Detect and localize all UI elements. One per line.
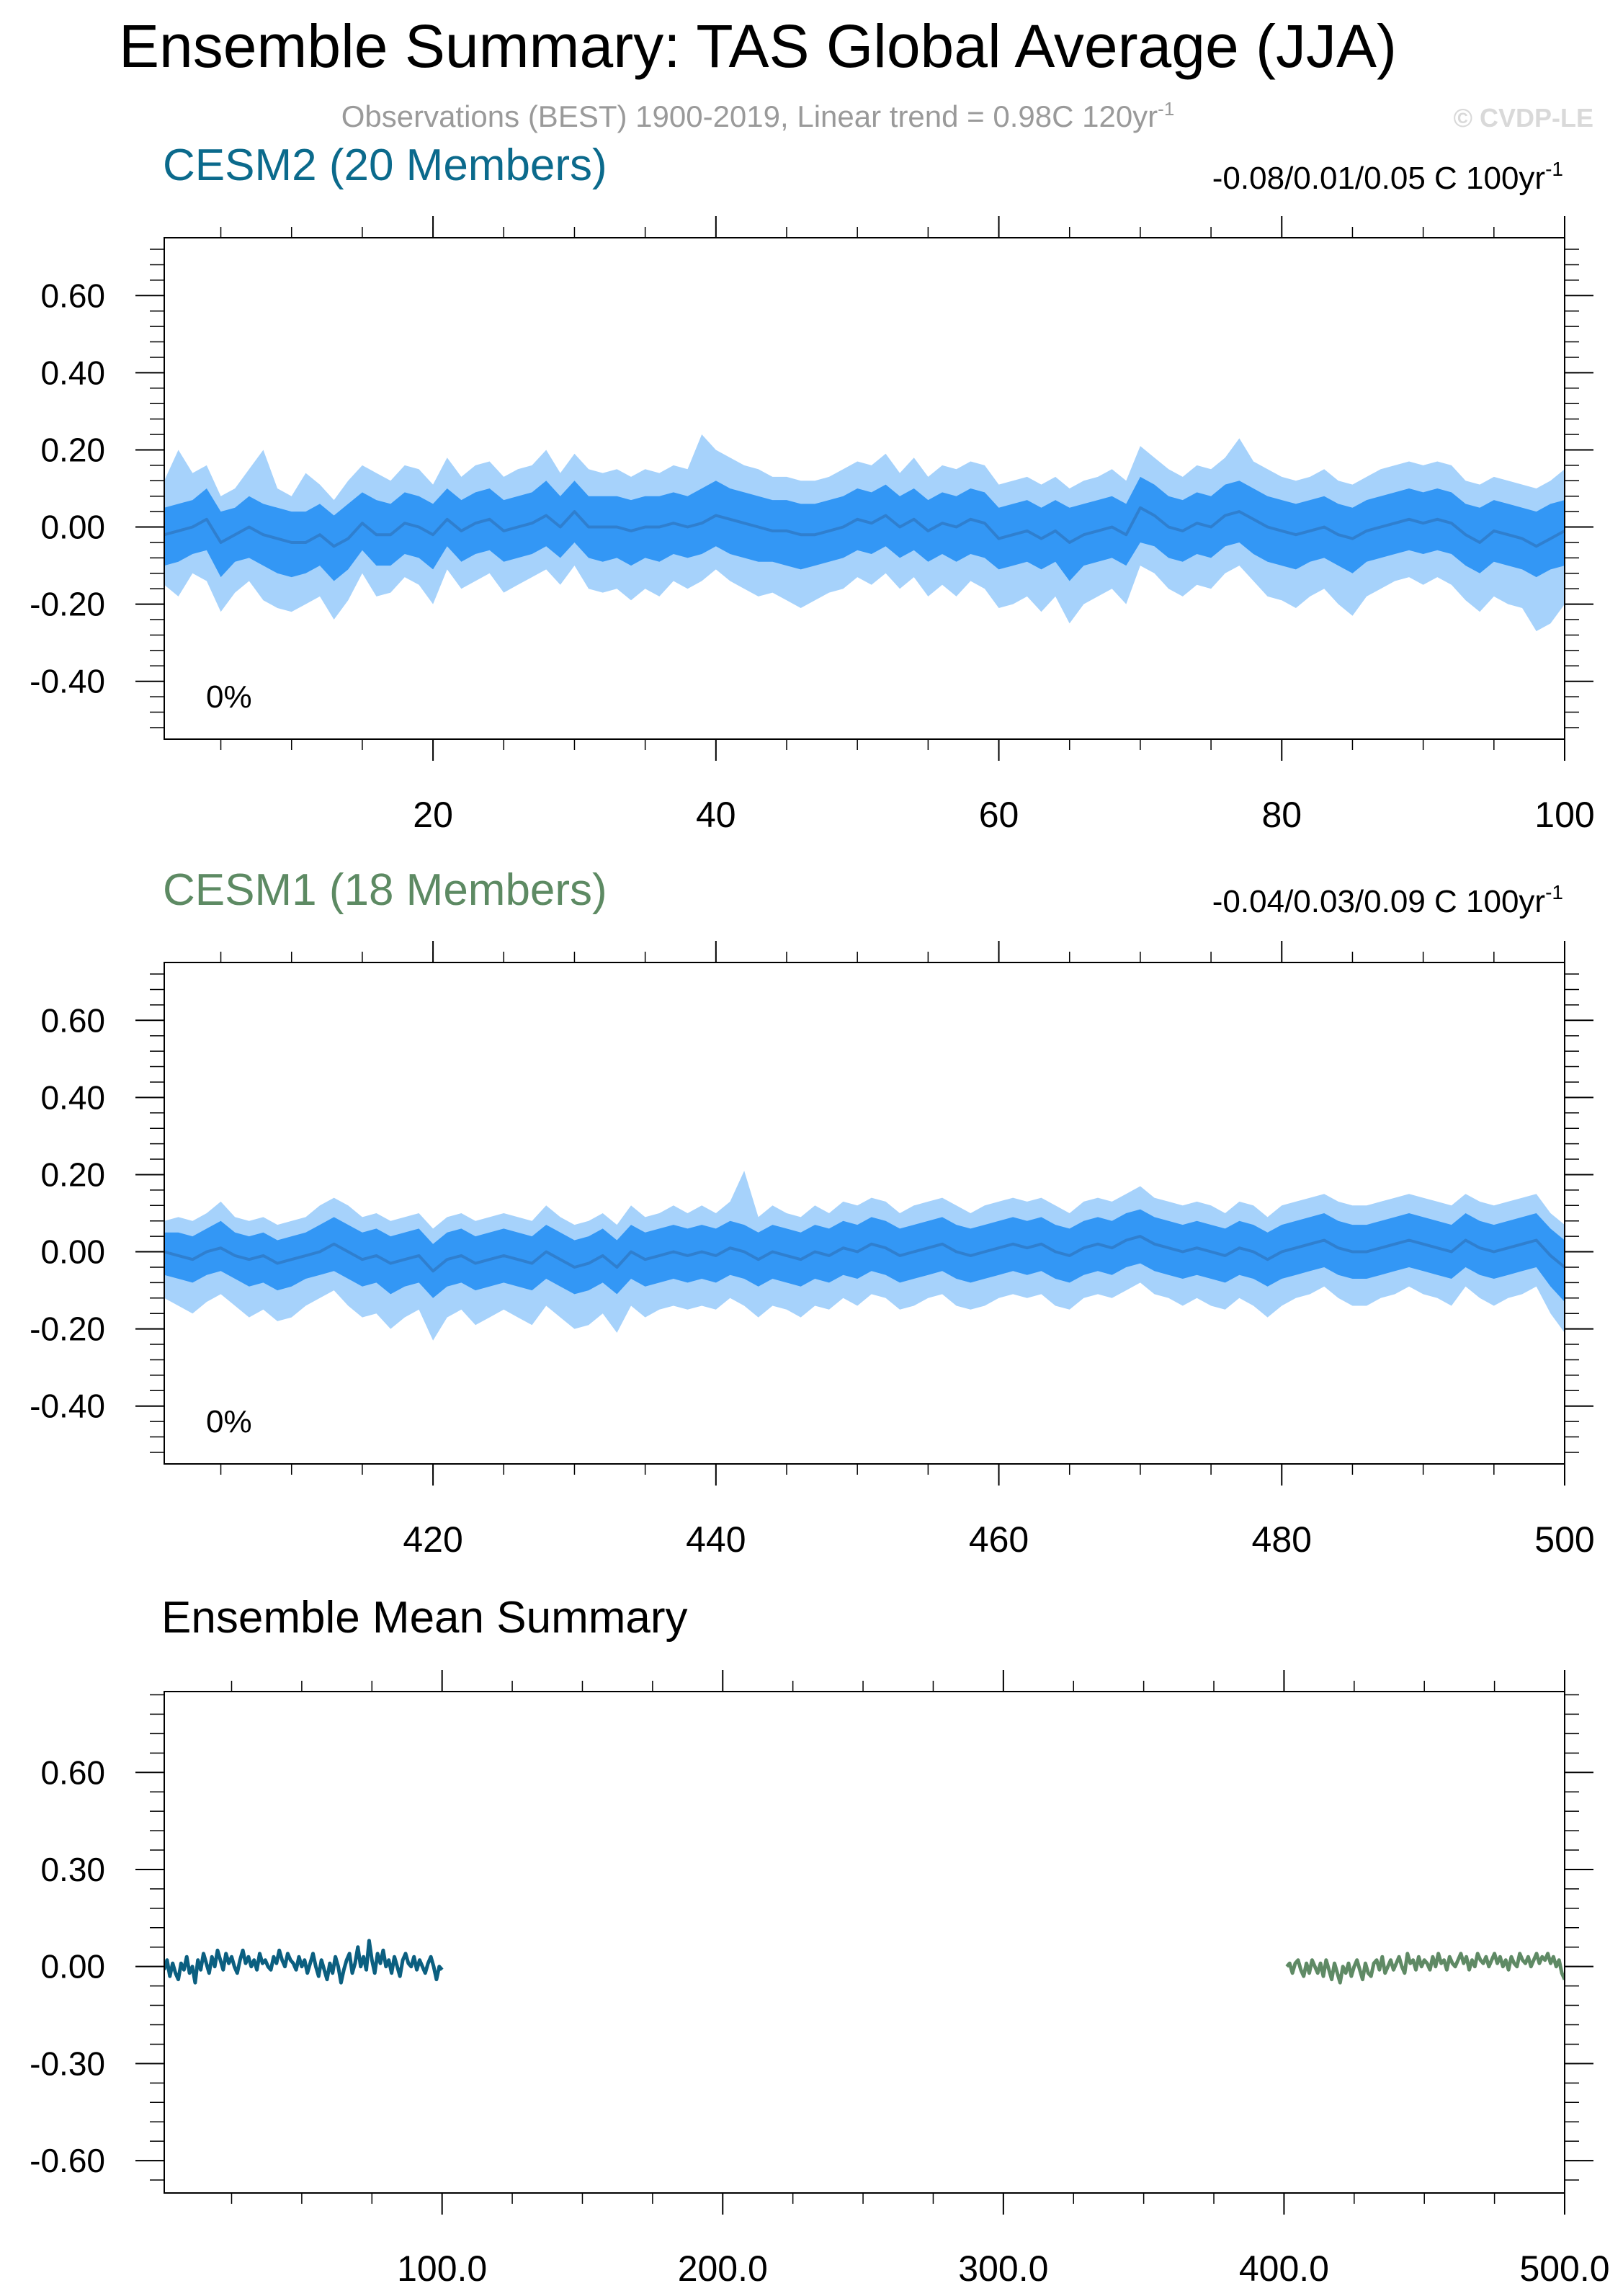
panel-summary-title: Ensemble Mean Summary: [161, 1593, 688, 1643]
panel-cesm2-percent-label: 0%: [206, 679, 252, 715]
cesm2-xtick-label: 80: [1261, 795, 1302, 835]
summary-plot-area: [164, 1939, 1565, 1985]
cesm2-plot-area: [164, 434, 1565, 632]
cesm2-xtick-label: 100: [1534, 795, 1594, 835]
cesm1-ytick-label: -0.40: [30, 1388, 105, 1425]
panel-cesm1-trend-label: -0.04/0.03/0.09 C 100yr-1: [1212, 881, 1563, 919]
summary-cesm1-mean-line: [1285, 1952, 1565, 1985]
watermark: © CVDP-LE: [1453, 103, 1593, 133]
panel-cesm1-percent-label: 0%: [206, 1404, 252, 1439]
cesm1-ytick-label: 0.20: [40, 1156, 105, 1193]
summary-xtick-label: 500.0: [1519, 2248, 1609, 2289]
summary-ytick-label: 0.00: [40, 1948, 105, 1985]
cesm2-xtick-label: 60: [979, 795, 1019, 835]
panel-cesm1: 0.60 0.40 0.20 0.00 -0.20 -0.40 420 440 460 480 50…: [30, 941, 1595, 1560]
cesm1-xtick-label: 440: [686, 1519, 746, 1560]
cesm1-ytick-label: 0.40: [40, 1078, 105, 1116]
cesm2-ytick-label: -0.40: [30, 663, 105, 700]
cesm2-ensemble-mean-line: [164, 506, 1565, 548]
summary-ytick-label: -0.60: [30, 2142, 105, 2179]
figure-title: Ensemble Summary: TAS Global Average (JJ…: [119, 12, 1397, 80]
panel-summary: 0.60 0.30 0.00 -0.30 -0.60 100.0 200.0 300.0 400…: [30, 1670, 1610, 2289]
figure-subtitle: Observations (BEST) 1900-2019, Linear tr…: [341, 98, 1175, 133]
cesm2-iqr-band: [164, 476, 1565, 581]
cesm2-ytick-label: 0.00: [40, 509, 105, 546]
panel-cesm2: 0.60 0.40 0.20 0.00 -0.20 -0.40 20 40 60 80 100: [30, 216, 1595, 835]
summary-xtick-label: 300.0: [958, 2248, 1048, 2289]
summary-xtick-label: 400.0: [1239, 2248, 1329, 2289]
cesm1-ytick-label: 0.00: [40, 1233, 105, 1271]
cesm2-ytick-label: 0.20: [40, 431, 105, 468]
panel-cesm1-title: CESM1 (18 Members): [163, 865, 607, 915]
summary-frame: [164, 1691, 1565, 2194]
panel-cesm2-trend-label: -0.08/0.01/0.05 C 100yr-1: [1212, 158, 1563, 196]
cesm1-xtick-label: 500: [1534, 1519, 1594, 1560]
cesm1-ensemble-mean-line: [164, 1235, 1565, 1273]
cesm2-ytick-label: 0.60: [40, 277, 105, 314]
cesm2-xtick-label: 20: [413, 795, 453, 835]
cesm1-ytick-label: 0.60: [40, 1001, 105, 1039]
cesm1-xtick-label: 420: [403, 1519, 462, 1560]
cesm1-frame: [164, 962, 1565, 1465]
cesm1-xtick-label: 460: [969, 1519, 1029, 1560]
summary-ytick-label: 0.60: [40, 1754, 105, 1791]
summary-ytick-label: 0.30: [40, 1851, 105, 1888]
cesm2-ytick-label: 0.40: [40, 354, 105, 391]
cesm1-xtick-label: 480: [1252, 1519, 1312, 1560]
cesm1-iqr-band: [164, 1209, 1565, 1303]
panel-cesm2-title: CESM2 (20 Members): [163, 140, 607, 190]
summary-ytick-label: -0.30: [30, 2045, 105, 2082]
cesm1-ytick-label: -0.20: [30, 1310, 105, 1348]
cesm2-frame: [164, 237, 1565, 740]
cesm2-xtick-label: 40: [696, 795, 736, 835]
summary-cesm2-mean-line: [164, 1939, 444, 1985]
cesm1-plot-area: [164, 1171, 1565, 1341]
summary-xtick-label: 100.0: [397, 2248, 487, 2289]
summary-xtick-label: 200.0: [678, 2248, 768, 2289]
cesm2-ytick-label: -0.20: [30, 586, 105, 623]
